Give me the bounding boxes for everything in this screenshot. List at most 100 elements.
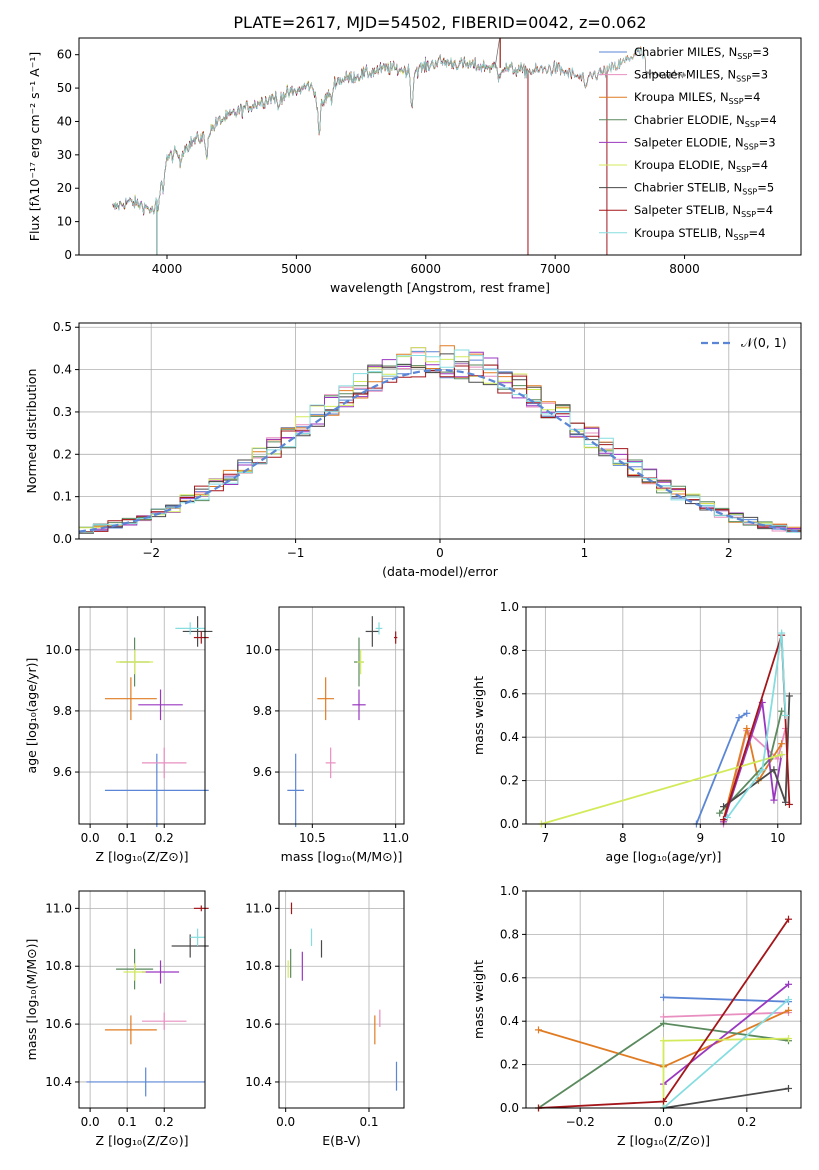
legend-label: 𝒩(0, 1) [741, 335, 787, 350]
y-tick-label: 0.2 [500, 1058, 519, 1072]
x-tick-label: 0.1 [359, 1115, 378, 1129]
x-tick-label: 4000 [152, 262, 183, 276]
x-tick-label: 0.0 [81, 1115, 100, 1129]
weight-series-4 [662, 983, 790, 1085]
legend-label: Chabrier MILES, NSSP=3 [634, 45, 769, 61]
y-tick-label: 9.8 [53, 704, 72, 718]
axes-frame [78, 890, 206, 1109]
y-tick-label: 10.8 [245, 959, 272, 973]
legend: Chabrier MILES, NSSP=3 Salpeter MILES, NS… [599, 45, 777, 242]
spectrum-series-4 [112, 53, 529, 216]
y-tick-label: 10 [57, 215, 72, 229]
spectrum-series-6 [112, 48, 686, 216]
x-tick-label: 0.0 [276, 1115, 295, 1129]
x-tick-label: 2 [725, 546, 733, 560]
plot-area [104, 616, 213, 828]
y-tick-label: 0.0 [500, 817, 519, 831]
x-axis-label: wavelength [Angstrom, rest frame] [330, 280, 550, 295]
axes-frame [525, 606, 802, 825]
x-tick-label: 7000 [540, 262, 571, 276]
y-axis-label: mass weight [471, 676, 486, 755]
panel-weight_vs_Z: −0.2 0.0 0.2 0.0 0.2 0.4 0.6 0.8 1.0 Z [log₁₀(Z/Z… [471, 884, 802, 1148]
y-tick-label: 10.8 [45, 959, 72, 973]
weight-series-6 [663, 1087, 789, 1109]
axes-frame [78, 606, 206, 825]
x-axis-label: Z [log₁₀(Z/Z⊙)] [96, 849, 189, 864]
x-axis-label: age [log₁₀(age/yr)] [606, 849, 722, 864]
histogram-series-7 [78, 364, 802, 539]
panel-mass_vs_ebv: 0.0 0.1 10.4 10.6 10.8 11.0 E(B-V) [245, 890, 405, 1148]
x-tick-label: −1 [287, 546, 305, 560]
y-tick-label: 30 [57, 148, 72, 162]
y-tick-label: 0.0 [500, 1101, 519, 1115]
x-tick-label: 5000 [281, 262, 312, 276]
y-tick-label: 0.2 [53, 447, 72, 461]
panel-age_vs_Z: 0.0 0.1 0.2 9.6 9.8 10.0 Z [log₁₀(Z/Z⊙)] age [l… [24, 606, 213, 864]
x-axis-label: Z [log₁₀(Z/Z⊙)] [96, 1133, 189, 1148]
plot-area [78, 345, 802, 539]
legend-label: Chabrier ELODIE, NSSP=4 [634, 113, 777, 129]
x-tick-label: 0.1 [118, 1115, 137, 1129]
axes-frame [278, 606, 405, 825]
x-tick-label: 10.5 [299, 831, 326, 845]
emission-line [494, 38, 500, 68]
spectrum-lines [112, 38, 686, 255]
y-tick-label: 0.8 [500, 643, 519, 657]
y-tick-label: 10.0 [45, 643, 72, 657]
x-axis-label: Z [log₁₀(Z/Z⊙)] [617, 1133, 710, 1148]
figure-title: PLATE=2617, MJD=54502, FIBERID=0042, z=0… [233, 13, 646, 32]
weight-series-8 [726, 632, 787, 819]
legend-label: Chabrier STELIB, NSSP=5 [634, 181, 774, 197]
y-tick-label: 0.4 [500, 1014, 519, 1028]
y-axis-label: Normed distribution [24, 369, 39, 494]
x-tick-label: 0.2 [155, 831, 174, 845]
y-tick-label: 9.8 [253, 704, 272, 718]
weight-series-8 [662, 998, 790, 1109]
x-tick-label: 0.0 [654, 1115, 673, 1129]
x-axis-label: E(B-V) [322, 1133, 361, 1148]
y-tick-label: 9.6 [253, 765, 272, 779]
y-tick-label: 10.4 [245, 1075, 272, 1089]
weight-series-1 [663, 1011, 789, 1018]
plot-area [86, 905, 209, 1097]
legend-label: Kroupa ELODIE, NSSP=4 [634, 158, 768, 174]
weight-series-2 [722, 728, 783, 820]
y-tick-label: 40 [57, 114, 72, 128]
plot-area [112, 38, 686, 255]
x-tick-label: 0.0 [81, 831, 100, 845]
legend-label: Salpeter ELODIE, NSSP=3 [634, 135, 776, 151]
legend-label: Salpeter MILES, NSSP=3 [634, 68, 768, 84]
y-tick-label: 0.6 [500, 971, 519, 985]
y-tick-label: 60 [57, 48, 72, 62]
x-tick-label: 11.0 [382, 831, 409, 845]
x-tick-label: 0.2 [737, 1115, 756, 1129]
axes-frame [278, 890, 405, 1109]
axes-frame [78, 37, 802, 256]
y-axis-label: Flux [fλ10⁻¹⁷ erg cm⁻² s⁻¹ A⁻¹] [27, 52, 42, 241]
x-tick-label: 0 [436, 546, 444, 560]
x-tick-label: 9 [696, 831, 704, 845]
y-tick-label: 10.4 [45, 1075, 72, 1089]
y-tick-label: 11.0 [45, 901, 72, 915]
panel-residuals: −2 −1 0 1 2 0.0 0.1 0.2 0.3 0.4 0.5 (data-model)/er… [24, 320, 802, 579]
y-tick-label: 0.0 [53, 532, 72, 546]
y-tick-label: 10.6 [45, 1017, 72, 1031]
y-axis-label: mass [log₁₀(M/M⊙)] [24, 939, 39, 1061]
panel-spectrum: 4000 5000 6000 7000 8000 0 10 20 30 40 50 60 wavelen… [27, 37, 802, 295]
panel-age_vs_mass: 10.5 11.0 9.6 9.8 10.0 mass [log₁₀(M/M⊙)] [245, 606, 409, 864]
y-tick-label: 0.5 [53, 320, 72, 334]
legend: 𝒩(0, 1) [701, 335, 787, 350]
legend-label: Salpeter STELIB, NSSP=4 [634, 203, 773, 219]
y-tick-label: 50 [57, 81, 72, 95]
y-axis-label: age [log₁₀(age/yr)] [24, 658, 39, 774]
gaussian-curve [78, 368, 802, 533]
y-tick-label: 11.0 [245, 901, 272, 915]
panel-mass_vs_Z: 0.0 0.1 0.2 10.4 10.6 10.8 11.0 Z [log₁₀(Z/Z⊙)]… [24, 890, 209, 1148]
y-tick-label: 0.1 [53, 490, 72, 504]
x-axis-label: mass [log₁₀(M/M⊙)] [281, 849, 403, 864]
panel-weight_vs_age: 7 8 9 10 0.0 0.2 0.4 0.6 0.8 1.0 age [log₁₀(age/yr… [471, 600, 802, 864]
y-tick-label: 0 [64, 248, 72, 262]
y-tick-label: 0.4 [53, 363, 72, 377]
y-tick-label: 10.0 [245, 643, 272, 657]
